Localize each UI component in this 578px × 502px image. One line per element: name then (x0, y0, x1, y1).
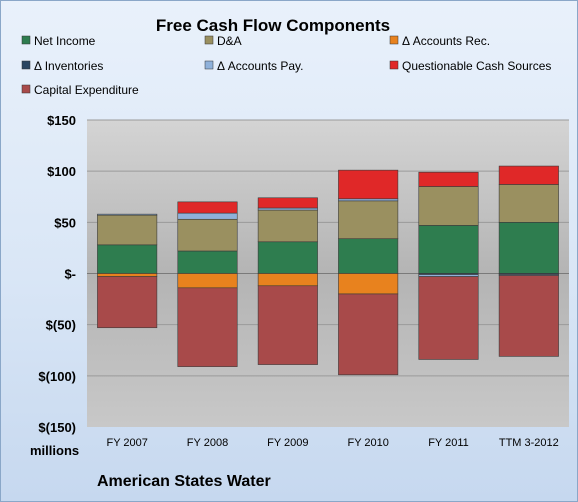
bar-questionable-cash-sources-ttm-3-2012 (498, 165, 559, 185)
legend: Net Income D&A Δ Accounts Rec. Δ Inventorie… (21, 34, 551, 97)
chart-title: Free Cash Flow Components (156, 16, 390, 35)
bar-capital-expenditure-fy-2007 (97, 276, 158, 329)
legend-label-inventories: Δ Inventories (34, 59, 103, 73)
bar-d-a-ttm-3-2012 (498, 184, 559, 223)
bar-capital-expenditure-fy-2009 (257, 285, 318, 365)
bar-d-a-fy-2011 (418, 186, 479, 226)
bar-net-income-fy-2007 (97, 244, 158, 274)
legend-label-capital-expenditure: Capital Expenditure (34, 83, 139, 97)
footer-label: American States Water (97, 473, 271, 490)
bar-accounts-pay-fy-2011 (418, 274, 479, 277)
legend-swatch-d-a (204, 35, 214, 45)
x-tick-label: FY 2007 (106, 437, 147, 449)
legend-swatch-accounts-pay (204, 60, 214, 70)
bar-capital-expenditure-fy-2010 (338, 293, 399, 376)
y-tick-label: $- (64, 267, 76, 282)
bar-net-income-fy-2010 (338, 238, 399, 274)
bar-d-a-fy-2007 (97, 214, 158, 246)
legend-label-accounts-rec: Δ Accounts Rec. (402, 34, 490, 48)
y-tick-label: $(50) (46, 318, 76, 333)
bar-questionable-cash-sources-fy-2008 (177, 201, 238, 214)
bar-accounts-pay-fy-2010 (338, 198, 399, 202)
bar-accounts-rec-fy-2009 (257, 273, 318, 287)
x-tick-label: FY 2011 (428, 437, 469, 449)
x-tick-label: TTM 3-2012 (499, 437, 559, 449)
bar-net-income-fy-2011 (418, 225, 479, 274)
legend-label-questionable-cash-sources: Questionable Cash Sources (402, 59, 551, 73)
bar-questionable-cash-sources-fy-2009 (257, 197, 318, 209)
legend-label-accounts-pay: Δ Accounts Pay. (217, 59, 304, 73)
x-axis: FY 2007 FY 2008 FY 2009 FY 2010 FY 2011 TTM 3… (106, 437, 558, 449)
bar-net-income-fy-2008 (177, 250, 238, 274)
y-tick-label: $50 (54, 215, 76, 230)
bar-accounts-pay-fy-2007 (97, 213, 158, 216)
unit-label: millions (30, 443, 79, 458)
bar-accounts-rec-fy-2008 (177, 273, 238, 289)
bar-questionable-cash-sources-fy-2010 (338, 169, 399, 200)
bar-net-income-fy-2009 (257, 241, 318, 274)
y-tick-label: $(150) (38, 420, 76, 435)
bar-questionable-cash-sources-fy-2011 (418, 171, 479, 187)
bar-capital-expenditure-ttm-3-2012 (498, 275, 559, 357)
bar-d-a-fy-2009 (257, 209, 318, 243)
bar-accounts-pay-fy-2008 (177, 212, 238, 220)
x-tick-label: FY 2009 (267, 437, 308, 449)
y-axis: $(150) $(100) $(50) $- $50 $100 $150 (38, 113, 76, 435)
bars (97, 165, 559, 376)
bar-capital-expenditure-fy-2011 (418, 276, 479, 360)
x-tick-label: FY 2010 (347, 437, 388, 449)
gridlines (87, 119, 569, 377)
bar-accounts-rec-fy-2007 (97, 273, 158, 277)
legend-swatch-accounts-rec (389, 35, 399, 45)
legend-label-net-income: Net Income (34, 34, 96, 48)
y-tick-label: $150 (47, 113, 76, 128)
legend-label-d-a: D&A (217, 34, 242, 48)
legend-swatch-inventories (21, 60, 31, 70)
y-tick-label: $100 (47, 164, 76, 179)
bar-accounts-rec-fy-2010 (338, 273, 399, 295)
y-tick-label: $(100) (38, 369, 76, 384)
x-tick-label: FY 2008 (187, 437, 228, 449)
bar-capital-expenditure-fy-2008 (177, 287, 238, 367)
legend-swatch-net-income (21, 35, 31, 45)
bar-d-a-fy-2008 (177, 218, 238, 252)
legend-swatch-capital-expenditure (21, 84, 31, 94)
bar-d-a-fy-2010 (338, 200, 399, 240)
bar-net-income-ttm-3-2012 (498, 222, 559, 274)
legend-swatch-questionable-cash-sources (389, 60, 399, 70)
bar-accounts-pay-fy-2009 (257, 207, 318, 211)
